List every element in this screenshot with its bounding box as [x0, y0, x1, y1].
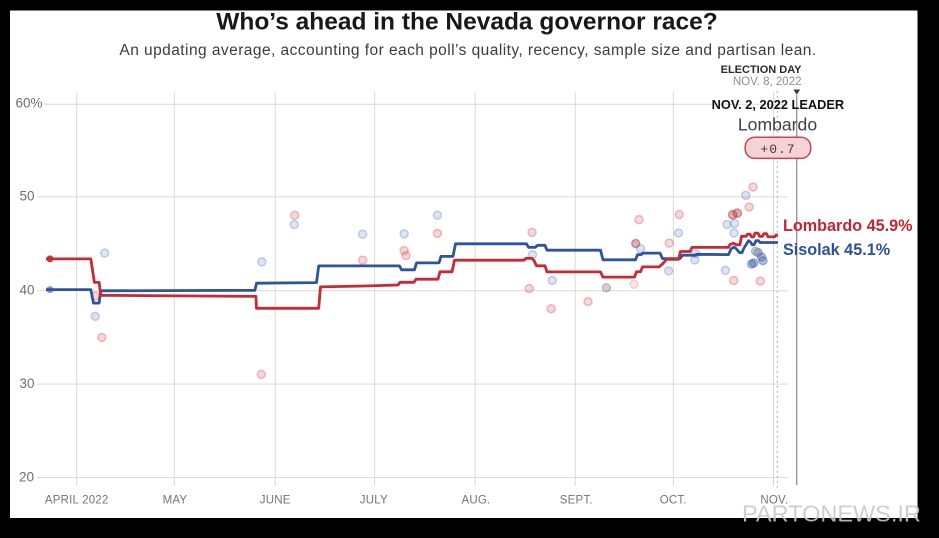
svg-text:OCT.: OCT.: [660, 495, 687, 507]
svg-text:JULY: JULY: [360, 495, 388, 507]
svg-text:50: 50: [19, 189, 34, 204]
svg-text:ELECTION DAY: ELECTION DAY: [721, 64, 803, 76]
svg-text:NOV. 2, 2022 LEADER: NOV. 2, 2022 LEADER: [712, 97, 845, 112]
svg-text:60%: 60%: [15, 96, 42, 111]
svg-text:20: 20: [19, 469, 34, 484]
svg-text:NOV. 8, 2022: NOV. 8, 2022: [733, 76, 802, 88]
svg-text:PARTONEWS.IR: PARTONEWS.IR: [742, 501, 921, 527]
svg-text:JUNE: JUNE: [260, 495, 291, 507]
svg-text:Lombardo 45.9%: Lombardo 45.9%: [783, 217, 913, 235]
svg-text:AUG.: AUG.: [462, 495, 491, 507]
svg-text:NOV.: NOV.: [760, 495, 788, 507]
svg-text:MAY: MAY: [163, 495, 188, 507]
svg-text:Sisolak 45.1%: Sisolak 45.1%: [783, 241, 890, 259]
svg-text:An updating average, accountin: An updating average, accounting for each…: [119, 42, 816, 59]
svg-text:40: 40: [19, 282, 34, 297]
svg-text:30: 30: [19, 376, 34, 391]
svg-text:+0.7: +0.7: [760, 142, 795, 157]
svg-text:Who’s ahead in the Nevada gove: Who’s ahead in the Nevada governor race?: [216, 9, 717, 36]
svg-text:Lombardo: Lombardo: [738, 115, 817, 135]
svg-text:APRIL 2022: APRIL 2022: [45, 495, 109, 507]
svg-text:SEPT.: SEPT.: [560, 495, 593, 507]
